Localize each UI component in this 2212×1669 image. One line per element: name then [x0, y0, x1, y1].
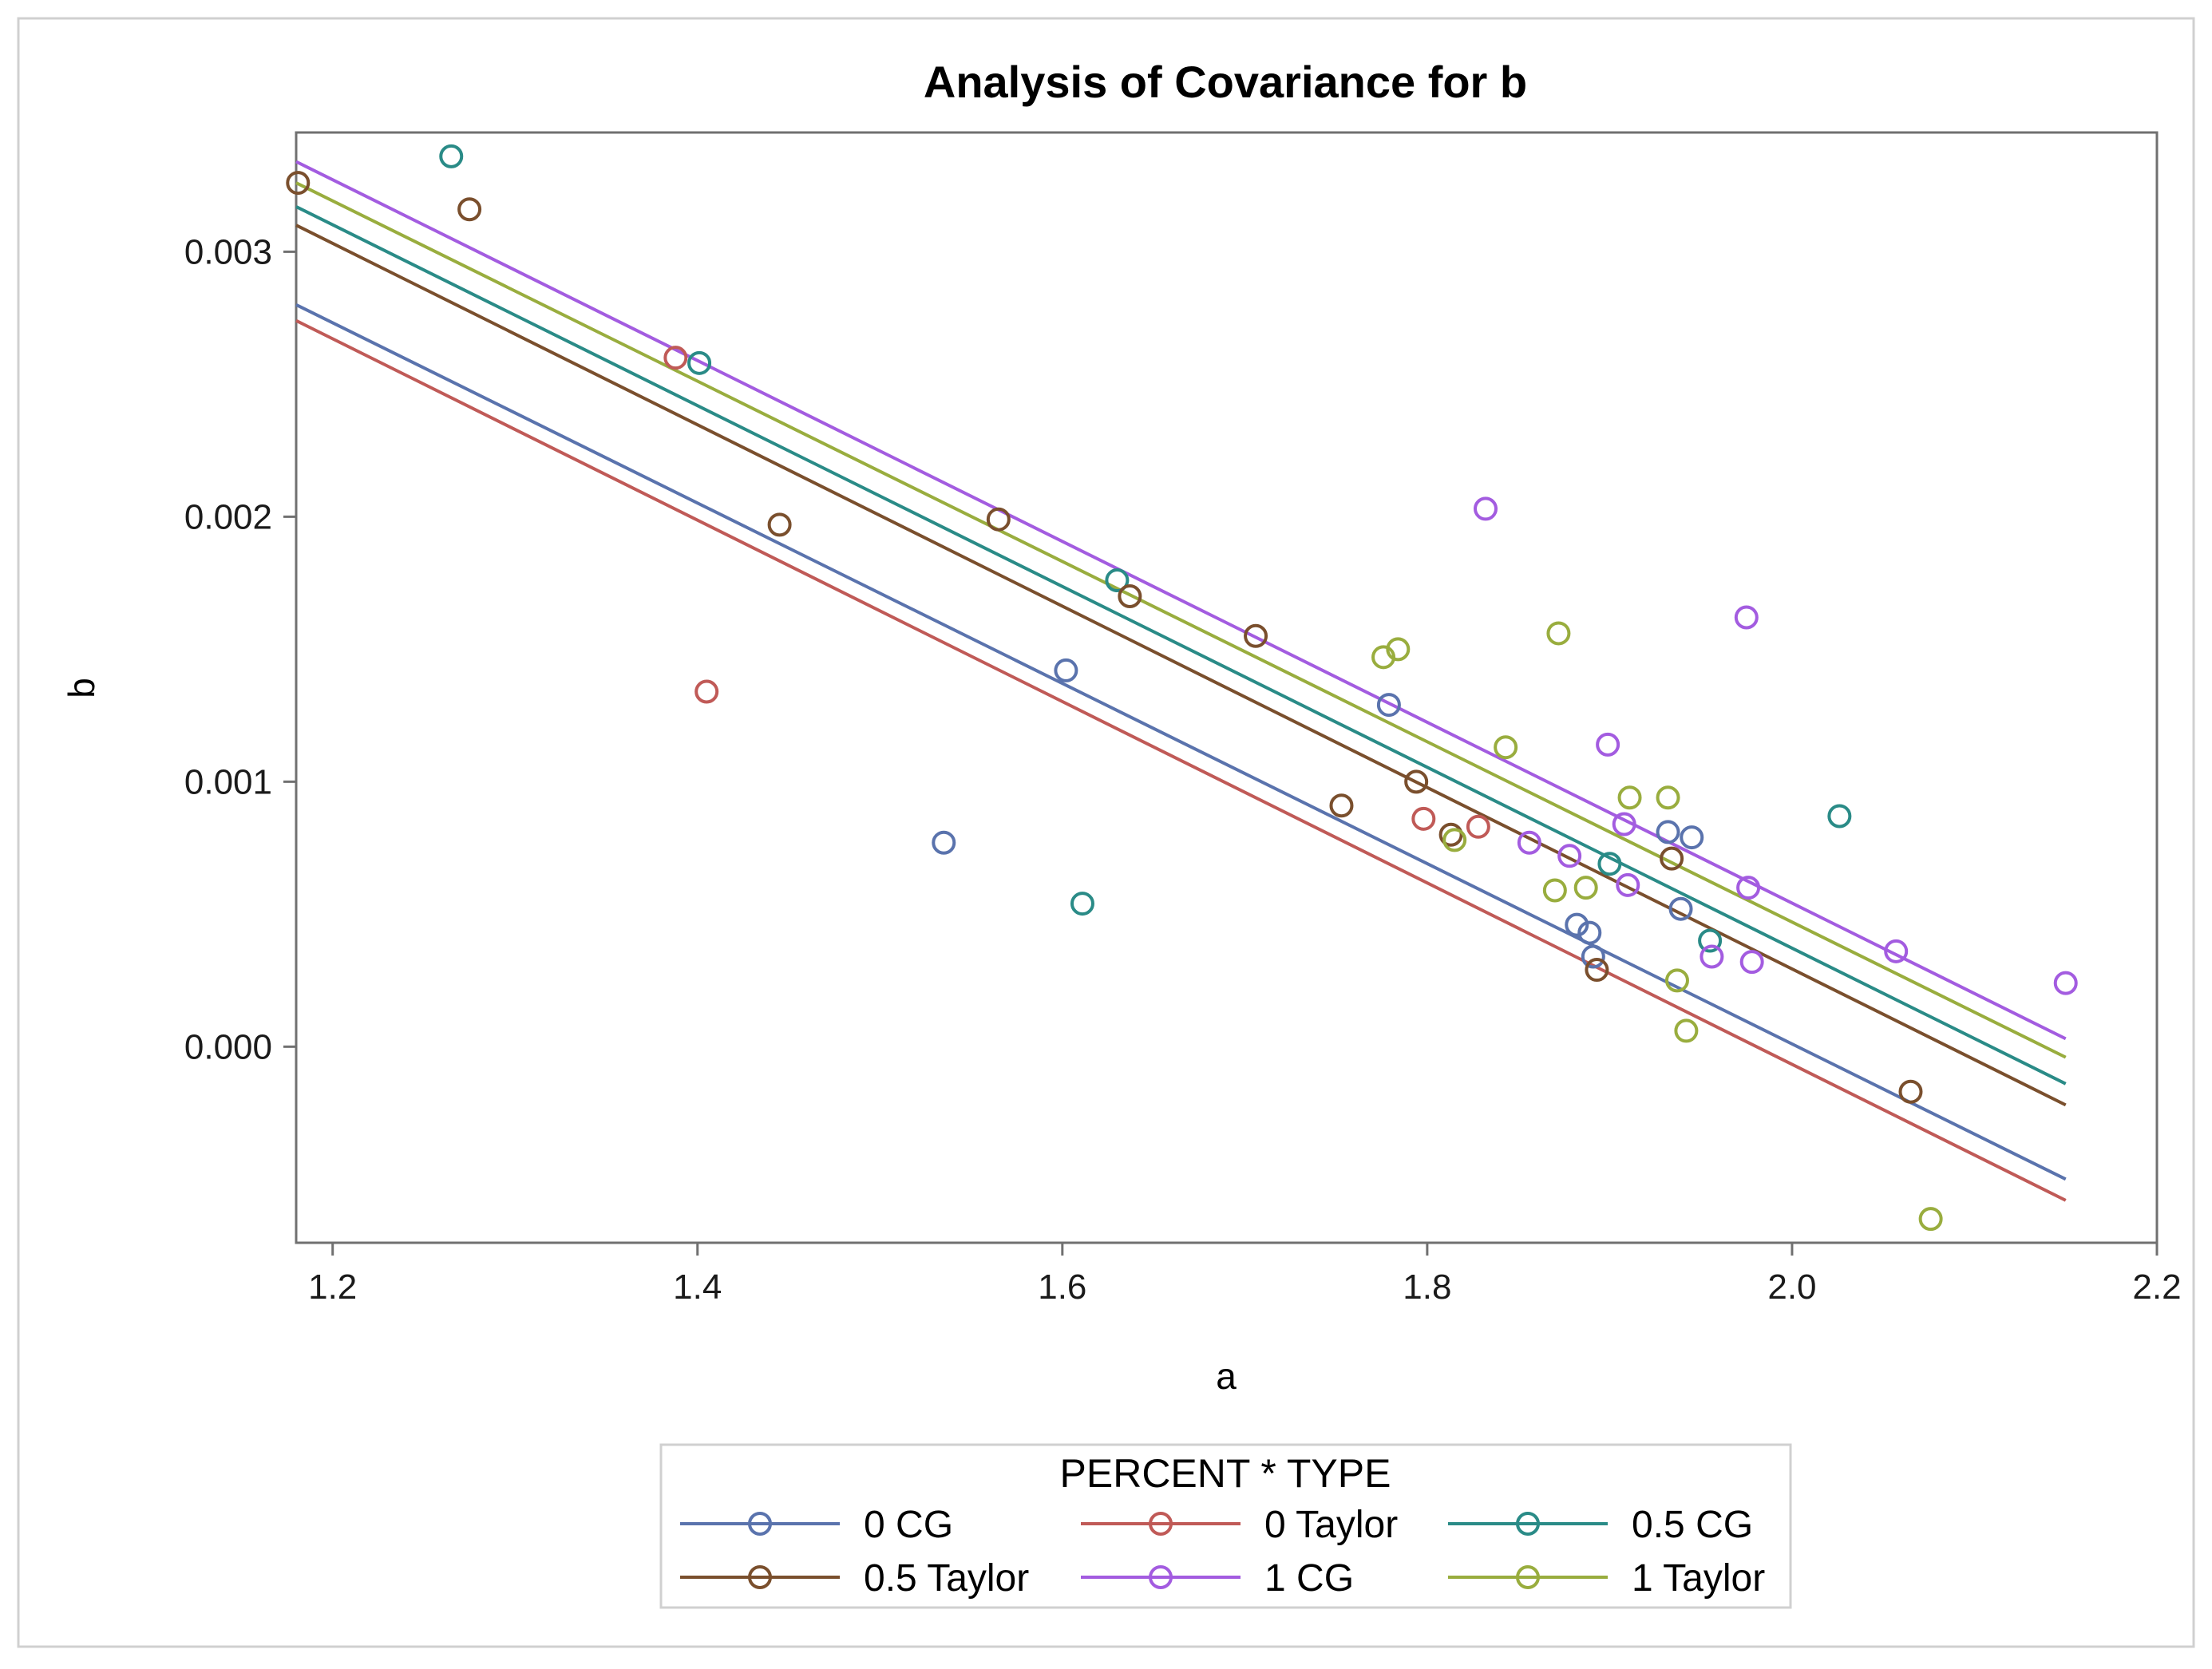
data-point-1-cg [1736, 876, 1761, 900]
fit-line-1-cg [295, 160, 2067, 1041]
legend-swatch-marker-0-5-taylor [748, 1565, 772, 1589]
data-point-1-cg [2053, 971, 2078, 995]
fit-line-0-taylor [295, 318, 2067, 1202]
legend-swatch-marker-0-taylor [1149, 1512, 1173, 1536]
x-axis-label: a [1216, 1355, 1237, 1397]
legend-items: 0 CG 0 Taylor 0.5 CG 0.5 Taylor 1 CG 1 Taylor [680, 1504, 1765, 1600]
legend-label-1-taylor: 1 Taylor [1632, 1557, 1765, 1600]
data-point-0-5-cg [687, 350, 712, 375]
data-point-0-cg [1680, 825, 1704, 850]
data-point-0-cg [1376, 693, 1401, 718]
data-point-1-cg [1884, 939, 1909, 963]
x-tick-label: 1.4 [673, 1268, 722, 1307]
data-point-0-cg [932, 830, 956, 855]
data-point-1-cg [1739, 950, 1764, 975]
data-point-1-cg [1596, 732, 1620, 757]
data-point-1-cg [1557, 844, 1582, 868]
data-point-0-taylor [1466, 814, 1490, 839]
y-tick-label: 0.002 [184, 497, 272, 536]
data-point-0-cg [1054, 658, 1078, 682]
data-point-0-5-taylor [1585, 958, 1609, 983]
data-point-0-5-cg [1698, 928, 1723, 953]
data-point-0-5-taylor [1898, 1079, 1923, 1104]
y-tick-label: 0.001 [184, 762, 272, 801]
data-point-0-cg [1581, 944, 1605, 969]
x-tick-label: 1.2 [308, 1268, 357, 1307]
data-point-0-5-taylor [1244, 623, 1268, 648]
data-point-0-cg [1668, 896, 1693, 921]
legend-label-1-cg: 1 CG [1264, 1557, 1354, 1600]
data-point-1-taylor [1617, 785, 1642, 810]
data-point-0-5-taylor [1438, 822, 1463, 847]
data-point-1-taylor [1546, 621, 1571, 646]
y-axis-label: b [61, 678, 102, 698]
data-point-1-taylor [1918, 1207, 1943, 1232]
data-point-0-5-taylor [286, 171, 311, 196]
data-point-0-5-taylor [1660, 846, 1684, 871]
data-point-1-cg [1734, 605, 1759, 630]
legend-swatch-marker-0-5-cg [1516, 1512, 1540, 1536]
data-point-1-taylor [1664, 968, 1689, 993]
legend-label-0-5-cg: 0.5 CG [1632, 1504, 1753, 1546]
legend-title: PERCENT * TYPE [1060, 1451, 1391, 1496]
data-points [286, 144, 2078, 1232]
x-axis: 1.2 1.4 1.6 1.8 2.0 2.2 [308, 1243, 2182, 1307]
x-tick-label: 1.8 [1403, 1268, 1451, 1307]
x-tick-label: 2.0 [1767, 1268, 1816, 1307]
data-point-1-taylor [1656, 785, 1680, 810]
legend: PERCENT * TYPE 0 CG 0 Taylor 0.5 CG 0.5 Tay… [659, 1443, 1792, 1609]
legend-box [659, 1443, 1792, 1609]
data-point-0-5-taylor [986, 507, 1011, 532]
data-point-0-5-taylor [1118, 583, 1142, 608]
data-point-1-cg [1612, 812, 1636, 836]
data-point-0-5-taylor [767, 512, 792, 537]
data-point-1-taylor [1674, 1018, 1699, 1043]
data-point-0-cg [1565, 912, 1589, 937]
chart-title: Analysis of Covariance for b [924, 57, 1527, 107]
y-tick-label: 0.003 [184, 232, 272, 271]
data-point-0-cg [1656, 820, 1680, 844]
fit-lines [295, 160, 2067, 1202]
x-tick-label: 1.6 [1038, 1268, 1086, 1307]
data-point-1-cg [1517, 830, 1541, 855]
data-point-1-taylor [1573, 876, 1598, 900]
legend-label-0-cg: 0 CG [864, 1504, 953, 1546]
data-point-1-taylor [1386, 637, 1411, 662]
data-point-0-5-cg [1105, 568, 1130, 593]
fit-line-0-cg [295, 303, 2067, 1181]
y-tick-label: 0.000 [184, 1027, 272, 1066]
data-point-0-cg [1577, 920, 1602, 945]
data-point-1-taylor [1442, 828, 1467, 852]
data-point-0-5-taylor [1404, 769, 1429, 794]
legend-swatch-marker-1-cg [1149, 1565, 1173, 1589]
data-point-1-taylor [1494, 735, 1518, 760]
data-point-1-cg [1616, 872, 1640, 897]
data-point-0-taylor [694, 679, 719, 704]
legend-label-0-taylor: 0 Taylor [1264, 1504, 1398, 1546]
y-axis: 0.000 0.001 0.002 0.003 [184, 232, 296, 1066]
data-point-0-5-cg [439, 144, 464, 168]
data-point-0-5-taylor [457, 197, 482, 222]
data-point-0-5-taylor [1329, 793, 1354, 818]
data-point-0-5-cg [1597, 852, 1622, 876]
fit-line-0-5-cg [295, 205, 2067, 1086]
data-point-0-taylor [663, 346, 688, 370]
legend-swatch-marker-0-cg [748, 1512, 772, 1536]
fit-line-1-taylor [295, 181, 2067, 1059]
data-point-0-5-cg [1070, 892, 1094, 916]
legend-label-0-5-taylor: 0.5 Taylor [864, 1557, 1029, 1600]
legend-swatch-marker-1-taylor [1516, 1565, 1540, 1589]
data-point-1-taylor [1542, 878, 1567, 903]
x-tick-label: 2.2 [2132, 1268, 2181, 1307]
data-point-1-cg [1474, 496, 1498, 521]
data-point-1-cg [1700, 944, 1724, 969]
data-point-0-taylor [1411, 806, 1436, 831]
data-point-0-5-cg [1827, 804, 1852, 829]
fit-line-0-5-taylor [295, 223, 2067, 1107]
